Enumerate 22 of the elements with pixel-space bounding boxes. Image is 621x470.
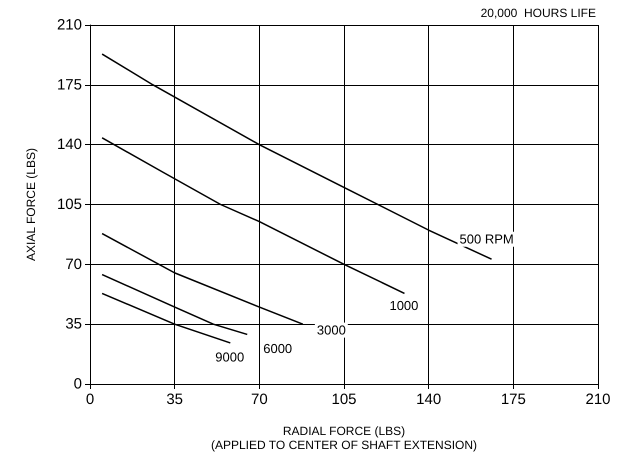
series-label: 3000 xyxy=(316,322,346,338)
x-tick-label: 105 xyxy=(331,391,357,408)
y-tick-label: 140 xyxy=(56,136,82,154)
y-tick-label: 70 xyxy=(65,256,82,273)
y-tick-label: 0 xyxy=(74,376,82,392)
y-tick-label: 175 xyxy=(56,76,82,94)
y-tick-label: 210 xyxy=(56,16,82,34)
x-axis-title: RADIAL FORCE (LBS) (APPLIED TO CENTER OF SHAFT EXTENSION) xyxy=(210,424,478,452)
x-tick-label: 35 xyxy=(166,391,184,408)
series-label: 500 RPM xyxy=(460,232,514,247)
x-tick-label: 0 xyxy=(86,391,94,408)
chart-title: 20,000 HOURS LIFE xyxy=(480,6,596,20)
x-tick-label: 175 xyxy=(500,391,526,408)
y-axis-title: AXIAL FORCE (LBS) xyxy=(24,148,38,261)
x-tick-label: 210 xyxy=(585,391,611,408)
series-label: 1000 xyxy=(389,298,418,313)
series-label: 6000 xyxy=(263,340,292,356)
y-tick-label: 105 xyxy=(56,196,82,213)
x-tick-label: 70 xyxy=(250,391,268,408)
y-tick-label: 35 xyxy=(65,316,82,333)
x-tick-label: 140 xyxy=(416,391,442,408)
series-label: 9000 xyxy=(215,349,244,364)
